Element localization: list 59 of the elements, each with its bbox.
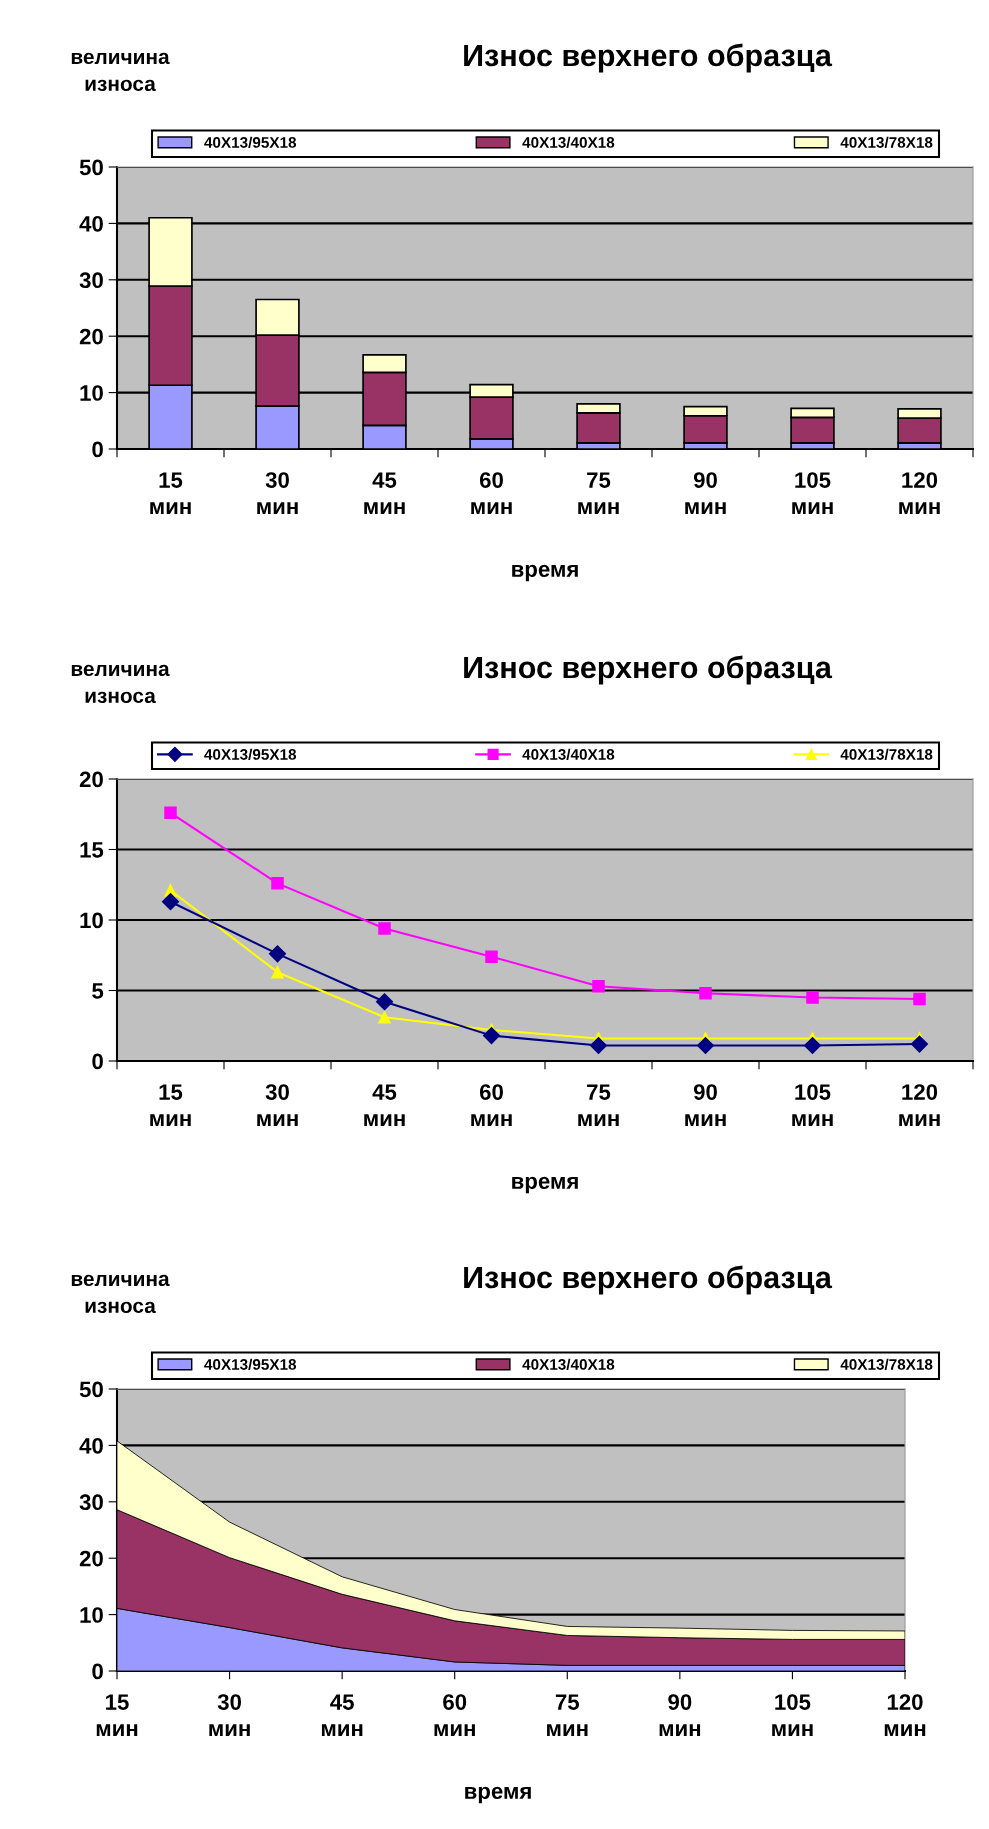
chart-title: Износ верхнего образца	[464, 1265, 833, 1295]
legend-label: 40Х13/95Х18	[204, 136, 297, 149]
x-tick-label: 45 мин	[364, 1084, 405, 1127]
x-tick-label: 120 мин	[899, 1084, 940, 1127]
x-tick-label: 15 мин	[96, 1694, 138, 1737]
legend-label: 40Х13/40Х18	[522, 136, 615, 149]
y-tick-label: 40	[79, 215, 103, 232]
x-tick-label: 60 мин	[471, 1084, 512, 1127]
y-tick-label: 50	[79, 1381, 103, 1398]
x-tick-label: 60 мин	[471, 472, 512, 515]
legend-label: 40Х13/78Х18	[840, 748, 933, 761]
x-tick-label: 120 мин	[884, 1694, 926, 1737]
chart-title: Износ верхнего образца	[464, 43, 833, 73]
x-tick-label: 15 мин	[150, 472, 191, 515]
legend-label: 40Х13/78Х18	[840, 1358, 933, 1371]
x-tick-label: 75 мин	[578, 472, 619, 515]
y-axis-title: величина износа	[71, 1274, 170, 1314]
x-tick-label: 90 мин	[685, 472, 726, 515]
legend-label: 40Х13/40Х18	[522, 1358, 615, 1371]
x-axis-title: время	[465, 1786, 531, 1804]
y-tick-label: 30	[79, 272, 103, 289]
y-tick-label: 0	[92, 1053, 103, 1070]
x-tick-label: 15 мин	[150, 1084, 191, 1127]
x-tick-label: 45 мин	[321, 1694, 363, 1737]
y-tick-label: 10	[80, 1607, 103, 1623]
chart-title: Износ верхнего образца	[464, 655, 833, 685]
y-tick-label: 20	[79, 1550, 103, 1567]
x-axis-title: время	[512, 1176, 578, 1194]
x-tick-label: 90 мин	[659, 1694, 701, 1737]
legend-label: 40Х13/78Х18	[840, 136, 933, 149]
y-axis-title: величина износа	[71, 52, 170, 92]
x-tick-label: 105 мин	[792, 1084, 833, 1127]
legend-label: 40Х13/95Х18	[204, 1358, 297, 1371]
y-tick-label: 20	[79, 771, 103, 788]
y-tick-label: 0	[92, 441, 103, 458]
y-axis-title: величина износа	[71, 664, 170, 704]
y-tick-label: 15	[80, 842, 104, 858]
x-tick-label: 60 мин	[434, 1694, 475, 1737]
x-tick-label: 75 мин	[578, 1084, 619, 1127]
y-tick-label: 40	[79, 1437, 103, 1454]
y-tick-label: 10	[80, 385, 103, 401]
y-tick-label: 20	[79, 328, 103, 345]
y-tick-label: 30	[79, 1494, 103, 1511]
y-tick-label: 5	[92, 983, 104, 999]
legend-label: 40Х13/40Х18	[522, 748, 615, 761]
x-tick-label: 30 мин	[257, 472, 298, 515]
legend-label: 40Х13/95Х18	[204, 748, 297, 761]
y-tick-label: 0	[92, 1663, 103, 1680]
y-tick-label: 10	[80, 912, 103, 929]
x-axis-title: время	[512, 564, 578, 582]
x-tick-label: 120 мин	[899, 472, 940, 515]
x-tick-label: 75 мин	[547, 1694, 588, 1737]
x-tick-label: 90 мин	[685, 1084, 726, 1127]
x-tick-label: 30 мин	[209, 1694, 250, 1737]
x-tick-label: 30 мин	[257, 1084, 298, 1127]
x-tick-label: 45 мин	[364, 472, 405, 515]
x-tick-label: 105 мин	[772, 1694, 813, 1737]
y-tick-label: 50	[79, 159, 103, 176]
x-tick-label: 105 мин	[792, 472, 833, 515]
